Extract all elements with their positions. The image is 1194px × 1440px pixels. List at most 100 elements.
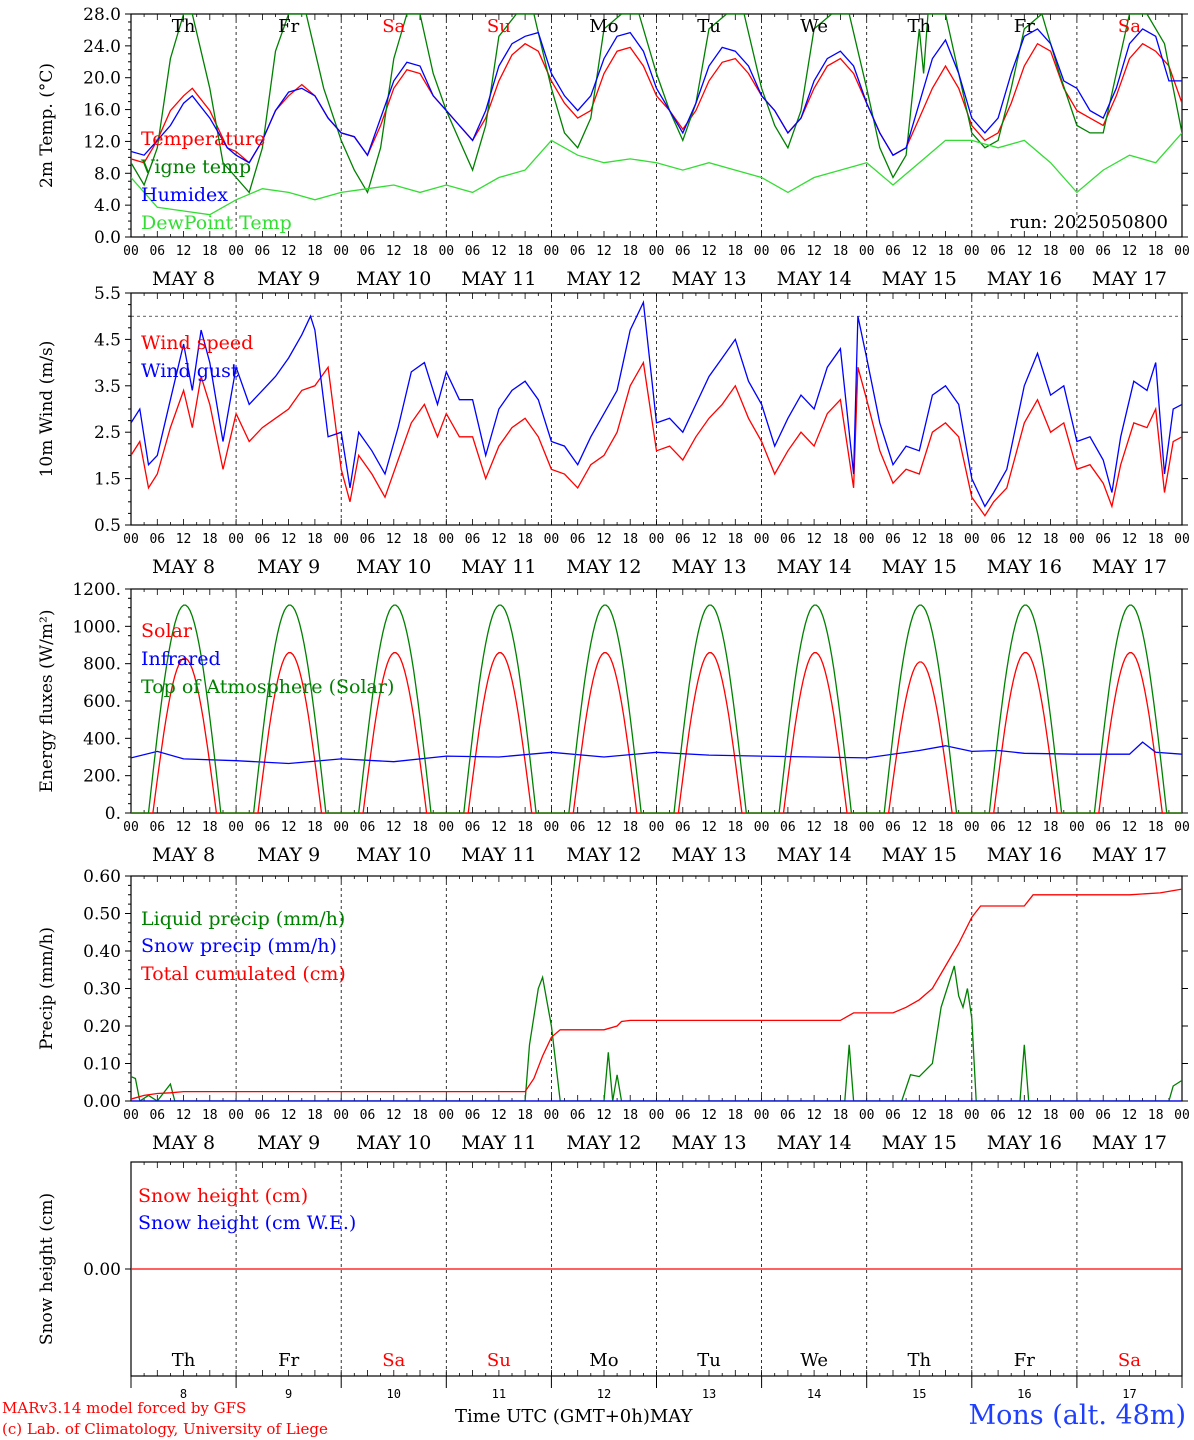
y-tick-label: 600.	[83, 692, 121, 712]
day-of-month-label: 10	[387, 1387, 401, 1401]
hour-label: 12	[491, 244, 507, 259]
date-label: MAY 8	[152, 268, 215, 290]
hour-label: 12	[176, 244, 192, 259]
y-tick-label: 8.0	[94, 164, 121, 184]
hour-label: 12	[911, 244, 927, 259]
date-label: MAY 12	[566, 268, 641, 290]
date-label: MAY 17	[1092, 268, 1167, 290]
series-group	[131, 14, 1182, 216]
date-label: MAY 17	[1092, 556, 1167, 578]
hour-label: 18	[517, 820, 533, 835]
date-label: MAY 12	[566, 1132, 641, 1154]
hour-label: 18	[727, 820, 743, 835]
x-axis-labels: 00 06 12 18 MAY 8 00 06 12 18 MAY 9 00 06 12 18 MAY 10…	[123, 1108, 1190, 1154]
y-tick-label: 5.5	[94, 284, 121, 304]
hour-label: 00	[649, 244, 665, 259]
hour-label: 12	[596, 820, 612, 835]
date-label: MAY 11	[461, 844, 536, 866]
y-tick-label: 3.5	[94, 377, 121, 397]
hour-label: 12	[1122, 1108, 1138, 1123]
hour-label: 18	[1148, 244, 1164, 259]
hour-label: 06	[675, 1108, 691, 1123]
hour-label: 18	[412, 532, 428, 547]
hour-label: 00	[333, 244, 349, 259]
hour-label: 00	[123, 820, 139, 835]
series-line-4	[131, 132, 1182, 216]
series-group	[131, 299, 1182, 517]
weekday-label: Tu	[697, 16, 721, 37]
date-label: MAY 15	[882, 1132, 957, 1154]
series-line-3	[131, 604, 1182, 813]
hour-label: 00	[649, 532, 665, 547]
x-axis-month: MAY	[649, 1406, 693, 1427]
hour-label: 12	[596, 244, 612, 259]
y-tick-label: 28.0	[83, 5, 121, 25]
hour-label: 12	[1122, 244, 1138, 259]
hour-label: 12	[281, 1108, 297, 1123]
x-ticks	[130, 589, 1183, 813]
weekday-label: Mo	[589, 16, 618, 37]
hour-label: 00	[859, 532, 875, 547]
weekday-label: Sa	[382, 16, 405, 37]
hour-label: 06	[780, 244, 796, 259]
hour-label: 12	[1122, 820, 1138, 835]
hour-label: 18	[622, 1108, 638, 1123]
hour-label: 06	[465, 532, 481, 547]
x-axis-label: Time UTC (GMT+0h)	[455, 1406, 650, 1427]
weekday-label: Sa	[382, 1350, 405, 1371]
hour-label: 12	[701, 532, 717, 547]
y-tick-label: 2.5	[94, 423, 121, 443]
hour-label: 18	[412, 820, 428, 835]
hour-label: 06	[885, 820, 901, 835]
date-label: MAY 13	[671, 844, 746, 866]
hour-label: 18	[938, 1108, 954, 1123]
hour-label: 18	[833, 244, 849, 259]
hour-label: 06	[465, 244, 481, 259]
y-axis-title: Snow height (cm)	[37, 1193, 57, 1345]
hour-label: 06	[780, 820, 796, 835]
legend-entry: Snow height (cm)	[138, 1185, 308, 1207]
date-label: MAY 11	[461, 268, 536, 290]
legend-entry: DewPoint Temp	[141, 212, 292, 234]
hour-label: 12	[806, 820, 822, 835]
hour-label: 18	[1148, 820, 1164, 835]
hour-label: 06	[780, 532, 796, 547]
hour-label: 18	[938, 820, 954, 835]
y-tick-label: 0.20	[83, 1017, 121, 1037]
date-label: MAY 14	[777, 1132, 852, 1154]
hour-label: 06	[990, 1108, 1006, 1123]
y-tick-label: 0.5	[94, 516, 121, 536]
hour-label: 12	[1017, 244, 1033, 259]
hour-label: 00	[1174, 820, 1190, 835]
hour-label: 00	[964, 820, 980, 835]
date-label: MAY 14	[777, 556, 852, 578]
y-tick-label: 4.5	[94, 330, 121, 350]
hour-label: 12	[176, 1108, 192, 1123]
panel-5: 0.00 Snow height (cm) Snow height (cm) Snow…	[37, 1161, 1183, 1401]
hour-label: 12	[386, 1108, 402, 1123]
hour-label: 06	[780, 1108, 796, 1123]
hour-label: 00	[123, 1108, 139, 1123]
hour-label: 12	[701, 1108, 717, 1123]
plot-frame	[130, 588, 1183, 814]
hour-label: 06	[990, 244, 1006, 259]
weekday-label: Fr	[278, 1350, 299, 1371]
hour-label: 18	[307, 532, 323, 547]
date-label: MAY 10	[356, 1132, 431, 1154]
y-axis: 0.00 0.10 0.20 0.30 0.40 0.50 0.60	[83, 867, 1188, 1112]
hour-label: 00	[649, 820, 665, 835]
date-label: MAY 15	[882, 556, 957, 578]
hour-label: 18	[1043, 1108, 1059, 1123]
y-tick-label: 16.0	[83, 101, 121, 121]
hour-label: 06	[885, 244, 901, 259]
series-line-2	[131, 741, 1182, 765]
hour-label: 12	[596, 532, 612, 547]
y-axis-title: Energy fluxes (W/m²)	[37, 610, 57, 793]
hour-label: 12	[806, 532, 822, 547]
day-of-month-label: 11	[492, 1387, 506, 1401]
legend-entry: Snow height (cm W.E.)	[138, 1212, 356, 1234]
hour-label: 06	[255, 532, 271, 547]
hour-label: 06	[885, 1108, 901, 1123]
hour-label: 06	[149, 1108, 165, 1123]
